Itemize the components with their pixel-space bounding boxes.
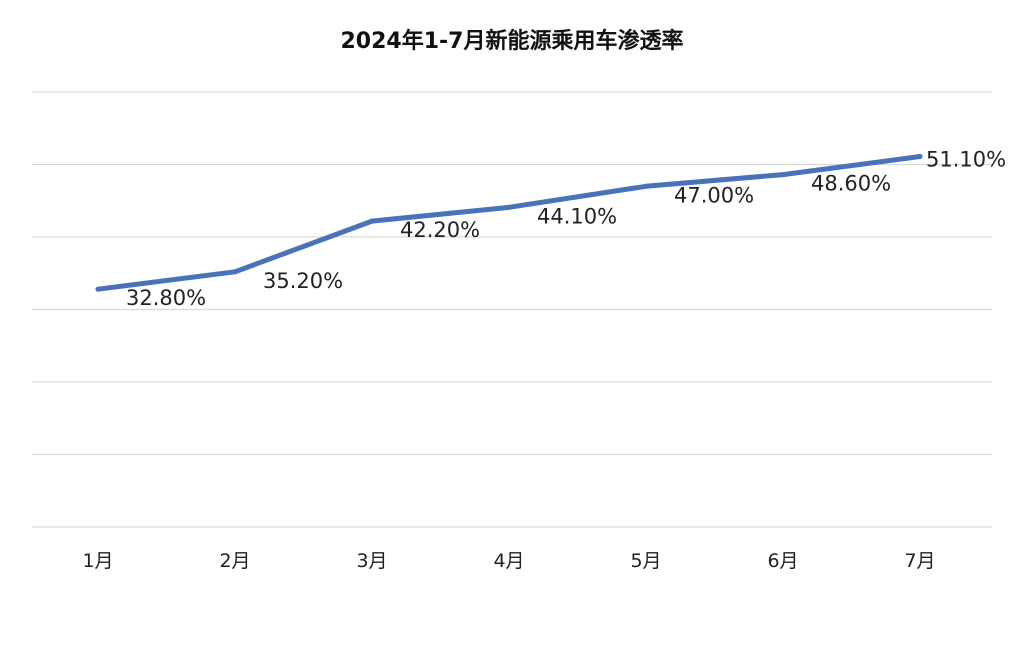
x-axis-ticks: 1月 2月 3月 4月 5月 6月 7月 bbox=[82, 550, 935, 572]
x-tick-label: 6月 bbox=[767, 550, 798, 572]
data-point bbox=[917, 154, 923, 160]
data-label: 42.20% bbox=[400, 218, 480, 242]
data-label: 35.20% bbox=[263, 269, 343, 293]
chart-title: 2024年1-7月新能源乘用车渗透率 bbox=[341, 28, 684, 54]
gridlines bbox=[32, 91, 992, 528]
data-labels: 32.80% 35.20% 42.20% 44.10% 47.00% 48.60% 51.1… bbox=[126, 148, 1006, 311]
data-point bbox=[643, 183, 649, 189]
data-point bbox=[780, 172, 786, 178]
data-label: 48.60% bbox=[811, 172, 891, 196]
x-tick-label: 1月 bbox=[82, 550, 113, 572]
series-layer bbox=[95, 154, 923, 292]
data-label: 51.10% bbox=[926, 148, 1006, 172]
x-tick-label: 7月 bbox=[904, 550, 935, 572]
series-line bbox=[95, 154, 923, 292]
data-label: 47.00% bbox=[674, 183, 754, 207]
data-point bbox=[506, 204, 512, 210]
data-point bbox=[369, 218, 375, 224]
data-point bbox=[232, 269, 238, 275]
data-label: 32.80% bbox=[126, 286, 206, 310]
x-tick-label: 4月 bbox=[493, 550, 524, 572]
x-tick-label: 3月 bbox=[356, 550, 387, 572]
x-tick-label: 2月 bbox=[219, 550, 250, 572]
x-tick-label: 5月 bbox=[630, 550, 661, 572]
data-label: 44.10% bbox=[537, 204, 617, 228]
data-point bbox=[95, 286, 101, 292]
